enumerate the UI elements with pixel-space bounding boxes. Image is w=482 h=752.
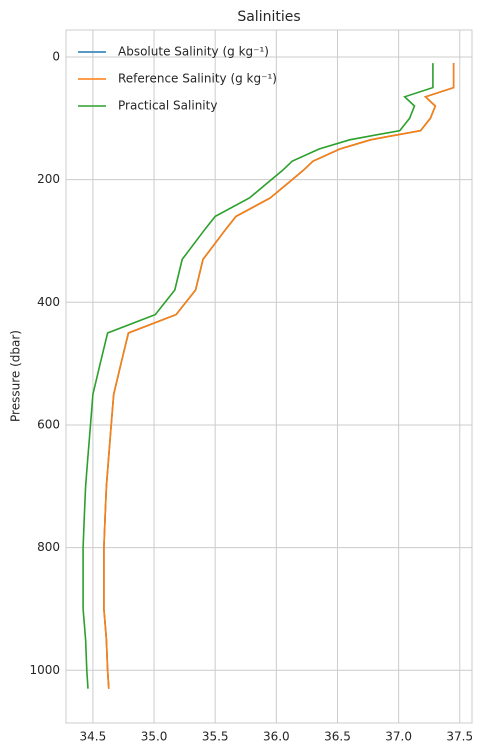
chart-title: Salinities [237, 9, 300, 25]
x-tick-label: 36.0 [263, 730, 290, 744]
y-tick-label: 400 [37, 295, 60, 309]
legend-label: Reference Salinity (g kg⁻¹) [118, 72, 277, 86]
x-tick-label: 36.5 [324, 730, 351, 744]
y-axis-label: Pressure (dbar) [9, 330, 23, 422]
x-tick-label: 37.0 [385, 730, 412, 744]
y-tick-label: 0 [52, 49, 60, 63]
y-tick-label: 800 [37, 540, 60, 554]
y-tick-label: 600 [37, 417, 60, 431]
x-tick-label: 35.0 [141, 730, 168, 744]
x-tick-label: 37.5 [446, 730, 473, 744]
legend-label: Absolute Salinity (g kg⁻¹) [118, 45, 269, 59]
x-tick-label: 35.5 [202, 730, 229, 744]
salinity-line [82, 63, 434, 689]
legend-label: Practical Salinity [118, 99, 217, 113]
plot-area [65, 29, 473, 724]
salinity-line [103, 63, 455, 689]
y-tick-label: 200 [37, 172, 60, 186]
x-tick-label: 34.5 [80, 730, 107, 744]
y-tick-label: 1000 [29, 663, 60, 677]
